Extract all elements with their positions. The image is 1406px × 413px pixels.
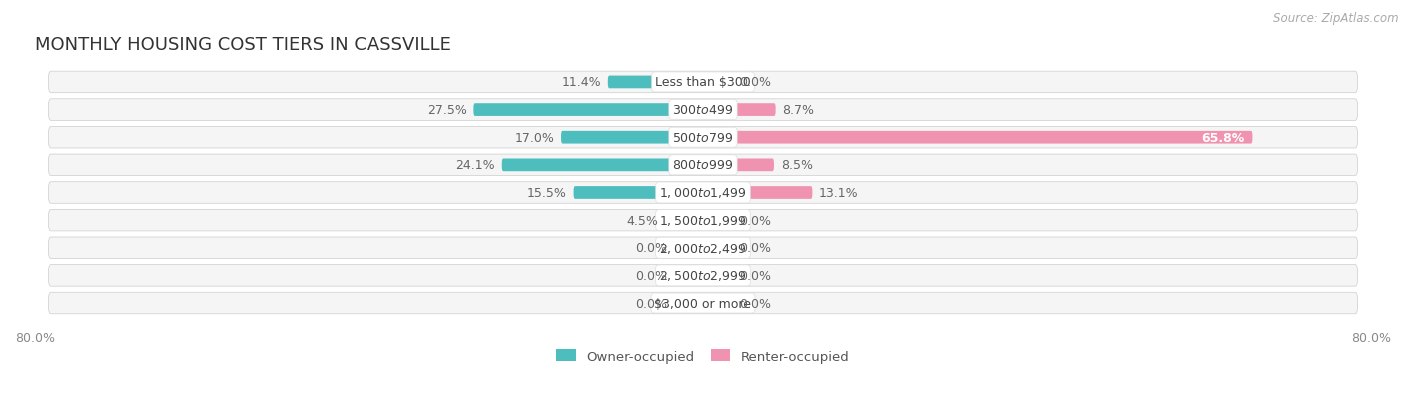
- Text: 11.4%: 11.4%: [561, 76, 602, 89]
- FancyBboxPatch shape: [703, 187, 813, 199]
- Text: Source: ZipAtlas.com: Source: ZipAtlas.com: [1274, 12, 1399, 25]
- FancyBboxPatch shape: [703, 159, 773, 172]
- FancyBboxPatch shape: [48, 265, 1358, 287]
- Text: 17.0%: 17.0%: [515, 131, 554, 145]
- FancyBboxPatch shape: [48, 100, 1358, 121]
- FancyBboxPatch shape: [665, 214, 703, 227]
- FancyBboxPatch shape: [673, 269, 703, 282]
- Text: 8.5%: 8.5%: [780, 159, 813, 172]
- Text: 13.1%: 13.1%: [820, 187, 859, 199]
- Text: 0.0%: 0.0%: [636, 242, 666, 255]
- FancyBboxPatch shape: [703, 242, 733, 254]
- FancyBboxPatch shape: [703, 214, 733, 227]
- FancyBboxPatch shape: [48, 210, 1358, 231]
- Text: 0.0%: 0.0%: [740, 297, 770, 310]
- Text: 4.5%: 4.5%: [627, 214, 659, 227]
- FancyBboxPatch shape: [574, 187, 703, 199]
- FancyBboxPatch shape: [48, 155, 1358, 176]
- Text: 8.7%: 8.7%: [782, 104, 814, 117]
- Text: $2,000 to $2,499: $2,000 to $2,499: [659, 241, 747, 255]
- Text: 0.0%: 0.0%: [740, 269, 770, 282]
- Text: $1,500 to $1,999: $1,500 to $1,999: [659, 214, 747, 228]
- Text: $800 to $999: $800 to $999: [672, 159, 734, 172]
- Text: 0.0%: 0.0%: [636, 269, 666, 282]
- Text: 24.1%: 24.1%: [456, 159, 495, 172]
- Text: $3,000 or more: $3,000 or more: [655, 297, 751, 310]
- Text: Less than $300: Less than $300: [655, 76, 751, 89]
- FancyBboxPatch shape: [673, 242, 703, 254]
- Text: 0.0%: 0.0%: [740, 214, 770, 227]
- Text: $2,500 to $2,999: $2,500 to $2,999: [659, 269, 747, 283]
- Text: 65.8%: 65.8%: [1201, 131, 1244, 145]
- Text: 27.5%: 27.5%: [427, 104, 467, 117]
- Text: 15.5%: 15.5%: [527, 187, 567, 199]
- Text: $300 to $499: $300 to $499: [672, 104, 734, 117]
- Text: 0.0%: 0.0%: [636, 297, 666, 310]
- Text: 0.0%: 0.0%: [740, 242, 770, 255]
- FancyBboxPatch shape: [48, 237, 1358, 259]
- FancyBboxPatch shape: [703, 76, 733, 89]
- FancyBboxPatch shape: [561, 131, 703, 144]
- FancyBboxPatch shape: [48, 292, 1358, 314]
- FancyBboxPatch shape: [703, 104, 776, 116]
- FancyBboxPatch shape: [607, 76, 703, 89]
- Text: 0.0%: 0.0%: [740, 76, 770, 89]
- FancyBboxPatch shape: [673, 297, 703, 310]
- FancyBboxPatch shape: [48, 182, 1358, 204]
- FancyBboxPatch shape: [48, 72, 1358, 93]
- FancyBboxPatch shape: [703, 269, 733, 282]
- Legend: Owner-occupied, Renter-occupied: Owner-occupied, Renter-occupied: [557, 349, 849, 363]
- Text: $500 to $799: $500 to $799: [672, 131, 734, 145]
- Text: MONTHLY HOUSING COST TIERS IN CASSVILLE: MONTHLY HOUSING COST TIERS IN CASSVILLE: [35, 36, 451, 54]
- FancyBboxPatch shape: [48, 127, 1358, 149]
- FancyBboxPatch shape: [502, 159, 703, 172]
- Text: $1,000 to $1,499: $1,000 to $1,499: [659, 186, 747, 200]
- FancyBboxPatch shape: [703, 297, 733, 310]
- FancyBboxPatch shape: [703, 131, 1253, 144]
- FancyBboxPatch shape: [474, 104, 703, 116]
